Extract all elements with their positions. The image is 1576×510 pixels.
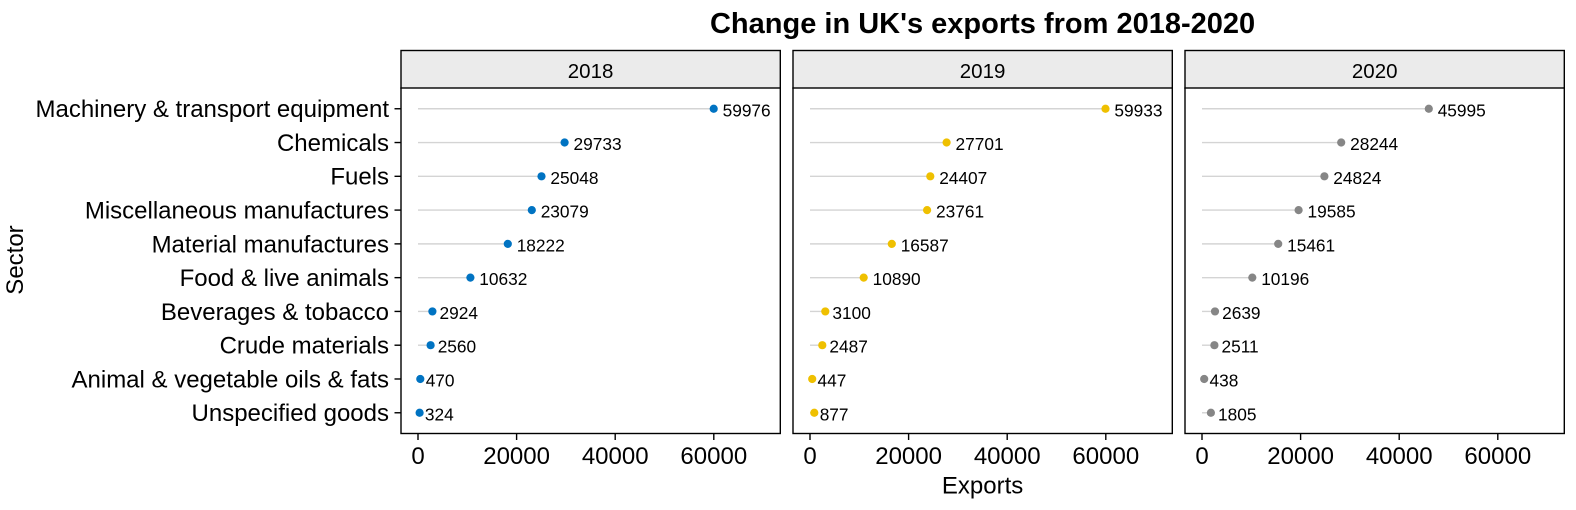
- svg-text:1805: 1805: [1218, 404, 1256, 424]
- svg-text:Beverages & tobacco: Beverages & tobacco: [161, 299, 389, 326]
- svg-text:438: 438: [1210, 370, 1239, 390]
- svg-text:Sector: Sector: [2, 225, 29, 294]
- svg-text:45995: 45995: [1438, 100, 1486, 120]
- svg-text:447: 447: [818, 370, 847, 390]
- svg-text:60000: 60000: [680, 443, 747, 470]
- svg-text:20000: 20000: [1267, 443, 1334, 470]
- svg-text:27701: 27701: [956, 134, 1004, 154]
- svg-text:25048: 25048: [550, 168, 598, 188]
- svg-text:Unspecified goods: Unspecified goods: [192, 400, 389, 427]
- svg-text:20000: 20000: [875, 443, 942, 470]
- svg-text:Machinery & transport equipmen: Machinery & transport equipment: [35, 96, 389, 123]
- svg-text:2511: 2511: [1222, 337, 1259, 357]
- svg-text:2924: 2924: [440, 303, 479, 323]
- svg-text:Food & live animals: Food & live animals: [180, 265, 389, 292]
- svg-text:16587: 16587: [901, 235, 949, 255]
- svg-text:2019: 2019: [960, 60, 1006, 83]
- svg-text:40000: 40000: [1366, 443, 1433, 470]
- svg-text:Fuels: Fuels: [330, 164, 389, 191]
- svg-text:10890: 10890: [873, 269, 921, 289]
- svg-text:Material manufactures: Material manufactures: [152, 231, 389, 258]
- svg-text:0: 0: [411, 443, 424, 470]
- svg-text:15461: 15461: [1287, 235, 1335, 255]
- svg-text:59976: 59976: [723, 100, 771, 120]
- svg-text:24824: 24824: [1333, 168, 1381, 188]
- svg-text:20000: 20000: [483, 443, 550, 470]
- svg-text:2560: 2560: [438, 337, 476, 357]
- svg-text:28244: 28244: [1350, 134, 1398, 154]
- svg-text:19585: 19585: [1308, 202, 1356, 222]
- svg-text:324: 324: [425, 404, 454, 424]
- svg-text:40000: 40000: [974, 443, 1041, 470]
- svg-text:18222: 18222: [517, 235, 565, 255]
- svg-text:60000: 60000: [1464, 443, 1531, 470]
- svg-text:0: 0: [1195, 443, 1208, 470]
- svg-text:23079: 23079: [541, 202, 589, 222]
- svg-text:2018: 2018: [568, 60, 614, 83]
- svg-text:29733: 29733: [574, 134, 622, 154]
- svg-text:23761: 23761: [936, 202, 984, 222]
- svg-text:Exports: Exports: [942, 473, 1023, 500]
- svg-text:Miscellaneous manufactures: Miscellaneous manufactures: [85, 197, 389, 224]
- svg-text:Animal & vegetable oils & fats: Animal & vegetable oils & fats: [72, 366, 390, 393]
- svg-text:877: 877: [820, 404, 849, 424]
- svg-text:Crude materials: Crude materials: [220, 333, 389, 360]
- svg-text:10632: 10632: [479, 269, 527, 289]
- svg-text:24407: 24407: [939, 168, 987, 188]
- svg-text:3100: 3100: [832, 303, 870, 323]
- svg-text:Change in UK's exports from 20: Change in UK's exports from 2018-2020: [710, 8, 1255, 40]
- svg-text:2020: 2020: [1352, 60, 1398, 83]
- svg-text:Chemicals: Chemicals: [277, 130, 389, 157]
- svg-text:470: 470: [426, 370, 455, 390]
- svg-text:0: 0: [803, 443, 816, 470]
- svg-text:10196: 10196: [1261, 269, 1309, 289]
- svg-text:60000: 60000: [1072, 443, 1139, 470]
- svg-text:59933: 59933: [1114, 100, 1162, 120]
- svg-text:40000: 40000: [582, 443, 649, 470]
- svg-text:2639: 2639: [1222, 303, 1260, 323]
- svg-text:2487: 2487: [829, 337, 867, 357]
